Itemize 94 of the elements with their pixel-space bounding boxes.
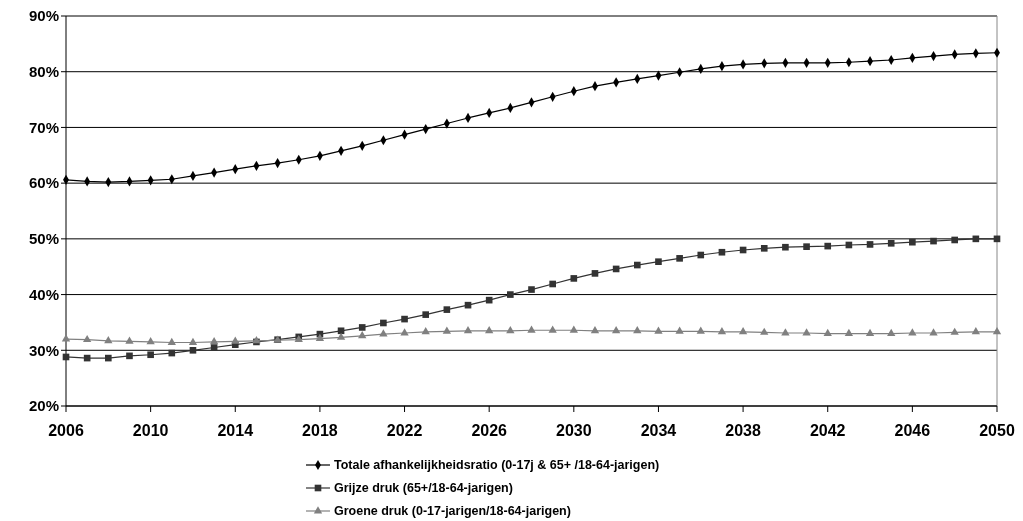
point — [802, 328, 811, 336]
point — [971, 327, 980, 335]
point — [992, 327, 1002, 335]
point — [358, 330, 367, 339]
legend-label: Groene druk (0-17-jarigen/18-64-jarigen) — [334, 504, 571, 519]
y-tick-label: 40% — [28, 285, 59, 303]
point — [823, 328, 832, 336]
x-tick-label: 2014 — [217, 422, 254, 439]
point — [189, 346, 197, 354]
point — [168, 349, 176, 357]
point — [865, 328, 875, 336]
point — [210, 344, 218, 351]
point — [422, 311, 430, 318]
point — [105, 354, 112, 362]
point — [167, 337, 176, 345]
point — [696, 326, 705, 334]
point — [676, 255, 683, 262]
point — [611, 325, 621, 334]
x-tick-label: 2034 — [640, 422, 677, 439]
point — [866, 241, 874, 248]
point — [337, 327, 345, 335]
y-tick-label: 20% — [28, 397, 59, 415]
point — [782, 243, 789, 251]
point — [909, 238, 916, 246]
point — [442, 326, 452, 334]
point — [507, 291, 514, 298]
point — [929, 328, 938, 336]
point — [380, 319, 387, 327]
point — [717, 327, 727, 335]
point — [126, 352, 133, 360]
legend-label: Totale afhankelijkheidsratio (0-17j & 65+ /18-64-jarigen) — [334, 458, 660, 473]
y-tick-label: 70% — [28, 118, 59, 136]
x-tick-label: 2030 — [556, 422, 592, 439]
point — [633, 261, 641, 269]
point — [336, 332, 346, 340]
x-tick-label: 2042 — [809, 422, 846, 439]
point — [83, 334, 92, 343]
point — [590, 325, 600, 334]
point — [528, 286, 535, 293]
point — [463, 325, 473, 334]
x-tick-label: 2010 — [132, 422, 169, 439]
point — [718, 248, 726, 256]
point — [421, 327, 430, 335]
point — [125, 336, 134, 344]
point — [147, 351, 154, 359]
point — [697, 251, 705, 259]
y-tick-label: 90% — [28, 7, 59, 25]
point — [549, 280, 556, 288]
point — [591, 270, 599, 277]
point — [633, 325, 642, 334]
x-tick-label: 2038 — [725, 422, 761, 439]
point — [655, 258, 662, 266]
point — [570, 275, 578, 282]
point — [760, 245, 768, 252]
legend-label: Grijze druk (65+/18-64-jarigen) — [334, 481, 513, 496]
y-tick-label: 80% — [28, 62, 59, 80]
point — [908, 328, 917, 336]
y-tick-label: 60% — [28, 174, 59, 192]
point — [485, 325, 494, 334]
point — [548, 325, 557, 333]
point — [951, 236, 958, 244]
point — [654, 326, 663, 334]
point — [506, 325, 515, 334]
x-tick-label: 2026 — [471, 422, 508, 439]
point — [401, 315, 408, 323]
point — [146, 337, 155, 345]
x-tick-label: 2046 — [894, 422, 931, 439]
point — [209, 337, 219, 345]
point — [760, 327, 769, 335]
point — [358, 324, 366, 331]
point — [527, 325, 536, 333]
point — [188, 337, 198, 345]
point — [824, 242, 832, 250]
point — [844, 328, 854, 336]
point — [887, 240, 895, 247]
y-tick-label: 50% — [28, 230, 59, 248]
point — [443, 306, 451, 313]
point — [379, 329, 388, 337]
point — [400, 328, 409, 336]
point — [930, 237, 937, 245]
point — [569, 325, 578, 333]
x-tick-label: 2006 — [48, 422, 84, 439]
point — [950, 327, 959, 335]
x-tick-label: 2050 — [979, 422, 1015, 439]
point — [803, 243, 810, 250]
point — [887, 328, 896, 336]
point — [675, 326, 684, 334]
y-tick-label: 30% — [28, 341, 59, 359]
point — [738, 327, 748, 335]
x-tick-label: 2018 — [302, 422, 338, 439]
x-tick-label: 2022 — [386, 422, 423, 439]
point — [231, 336, 240, 344]
point — [781, 328, 790, 336]
point — [104, 336, 113, 344]
